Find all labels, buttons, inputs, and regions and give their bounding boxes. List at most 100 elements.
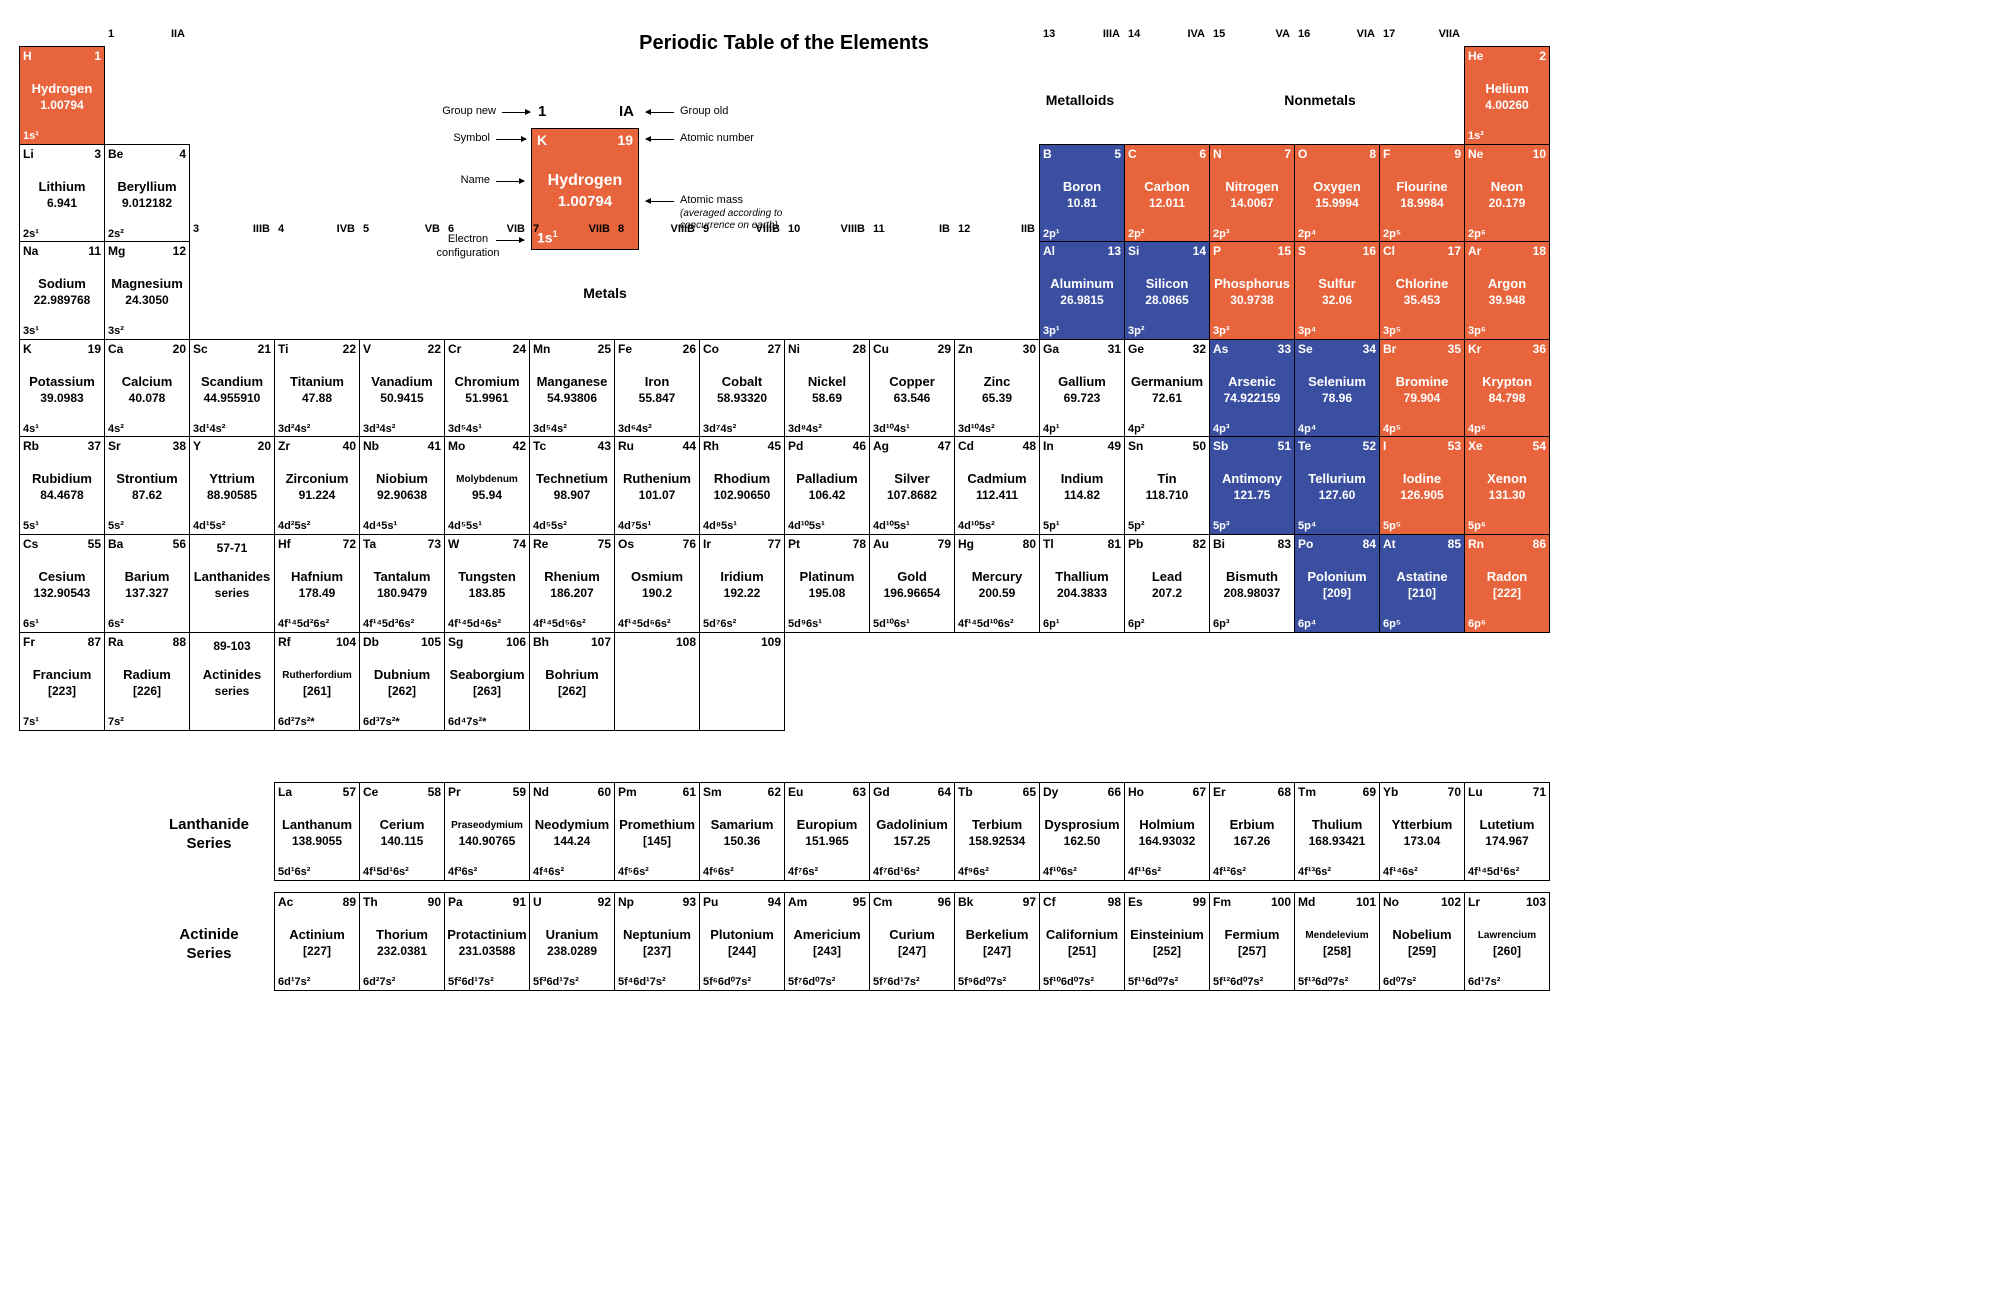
group-old: IVB (336, 223, 355, 235)
element-number: 36 (1532, 342, 1546, 356)
element-number: 12 (172, 244, 186, 258)
element-symbol: Ti (278, 342, 289, 356)
element-symbol: Hf (278, 537, 291, 551)
element-name: Nickel (807, 374, 847, 389)
element-cell-rf: Rf 104 Rutherfordium [261] 6d²7s²* (274, 632, 360, 731)
element-mass: 1.00794 (40, 98, 84, 112)
element-config: 4d⁸5s¹ (703, 520, 737, 532)
periodic-table: Periodic Table of the Elements Metalloid… (19, 28, 1550, 991)
element-name: Ytterbium (1391, 817, 1453, 832)
element-name: Manganese (536, 374, 608, 389)
element-mass: [261] (302, 684, 331, 698)
element-cell-pt: Pt 78 Platinum 195.08 5d⁹6s¹ (784, 534, 870, 633)
element-cell-ne: Ne 10 Neon 20.179 2p⁶ (1464, 144, 1550, 243)
element-mass: 190.2 (641, 586, 673, 600)
element-name: Terbium (971, 817, 1023, 832)
element-name: Flourine (1396, 179, 1448, 194)
element-symbol: Fr (23, 635, 35, 649)
element-number: 77 (767, 537, 781, 551)
element-config: 4f¹⁴5d⁵6s² (533, 618, 586, 630)
element-symbol: Gd (873, 785, 890, 799)
element-config: 3s² (108, 325, 124, 337)
element-config: 2p⁶ (1468, 228, 1486, 240)
element-cell-sg: Sg 106 Seaborgium [263] 6d⁴7s²* (444, 632, 530, 731)
element-name: Platinum (799, 569, 855, 584)
element-name: Titanium (290, 374, 344, 389)
element-config: 4f⁶6s² (703, 866, 734, 878)
group-label-14: 14 IVA (1124, 28, 1209, 42)
element-name: Thulium (1311, 817, 1363, 832)
group-new: 5 (363, 223, 370, 235)
element-cell-la: La 57 Lanthanum 138.9055 5d¹6s² (274, 782, 360, 881)
element-number: 85 (1447, 537, 1461, 551)
element-cell-hg: Hg 80 Mercury 200.59 4f¹⁴5d¹⁰6s² (954, 534, 1040, 633)
element-mass: [258] (1322, 944, 1351, 958)
element-name: Tantalum (373, 569, 431, 584)
element-cell-cr: Cr 24 Chromium 51.9961 3d⁵4s¹ (444, 339, 530, 438)
element-mass: 192.22 (723, 586, 761, 600)
element-name: Strontium (116, 471, 178, 486)
legend-number: 19 (617, 132, 633, 148)
element-name: Antimony (1222, 471, 1282, 486)
element-config: 3d¹⁰4s¹ (873, 423, 910, 435)
group-label-12: 12 IIB (954, 223, 1039, 237)
element-config: 6d¹7s² (278, 976, 311, 988)
element-symbol: Ta (363, 537, 377, 551)
element-config: 5f⁷6d⁰7s² (788, 976, 836, 988)
element-number: 28 (852, 342, 866, 356)
group-label-10: 10 VIIIB (784, 223, 869, 237)
legend-label-configuration: configuration (436, 247, 500, 259)
element-mass: [209] (1322, 586, 1351, 600)
element-mass: 140.115 (380, 834, 424, 848)
element-name: Cesium (38, 569, 86, 584)
element-symbol: Ne (1468, 147, 1484, 161)
element-mass: 40.078 (128, 391, 166, 405)
element-name: Curium (889, 927, 935, 942)
element-config: 4f¹⁴5d²6s² (278, 618, 330, 630)
group-old: VIIIB (840, 223, 865, 235)
element-name: Uranium (545, 927, 599, 942)
element-config: 2p³ (1213, 228, 1230, 240)
element-number: 35 (1447, 342, 1461, 356)
element-mass: 32.06 (1321, 293, 1353, 307)
element-name: Chromium (454, 374, 520, 389)
element-config: 6d²7s² (363, 976, 396, 988)
element-number: 72 (342, 537, 356, 551)
element-config: 4f¹5d¹6s² (363, 866, 409, 878)
element-cell-sr: Sr 38 Strontium 87.62 5s² (104, 436, 190, 535)
element-cell-ni: Ni 28 Nickel 58.69 3d⁸4s² (784, 339, 870, 438)
element-number: 56 (172, 537, 186, 551)
element-name: Tin (1157, 471, 1177, 486)
element-name: Rubidium (32, 471, 92, 486)
element-number: 8 (1369, 147, 1376, 161)
element-cell-xe: Xe 54 Xenon 131.30 5p⁶ (1464, 436, 1550, 535)
legend-label-electron: Electron (447, 233, 489, 245)
element-mass: 157.25 (893, 834, 931, 848)
element-cell-sn: Sn 50 Tin 118.710 5p² (1124, 436, 1210, 535)
element-symbol: Re (533, 537, 549, 551)
element-cell-108: 108 (614, 632, 700, 731)
arrow-right-icon (496, 178, 525, 184)
element-cell-ca: Ca 20 Calcium 40.078 4s² (104, 339, 190, 438)
group-old: IIIA (1102, 28, 1120, 40)
element-number: 61 (682, 785, 696, 799)
group-new: 6 (448, 223, 455, 235)
element-symbol: Zn (958, 342, 973, 356)
element-number: 25 (597, 342, 611, 356)
element-mass: 144.24 (553, 834, 591, 848)
element-number: 9 (1454, 147, 1461, 161)
element-symbol: Po (1298, 537, 1314, 551)
element-cell-os: Os 76 Osmium 190.2 4f¹⁴5d⁶6s² (614, 534, 700, 633)
element-name: Ruthenium (623, 471, 691, 486)
element-number: 34 (1362, 342, 1376, 356)
element-number: 32 (1192, 342, 1206, 356)
element-cell-n: N 7 Nitrogen 14.0067 2p³ (1209, 144, 1295, 243)
element-symbol: B (1043, 147, 1052, 161)
element-symbol: Rh (703, 439, 719, 453)
element-number: 96 (937, 895, 951, 909)
element-cell-sm: Sm 62 Samarium 150.36 4f⁶6s² (699, 782, 785, 881)
element-mass: 207.2 (1151, 586, 1183, 600)
element-name: Holmium (1139, 817, 1195, 832)
element-config: 5f³6d¹7s² (533, 976, 579, 988)
element-config: 4d⁵5s¹ (448, 520, 482, 532)
